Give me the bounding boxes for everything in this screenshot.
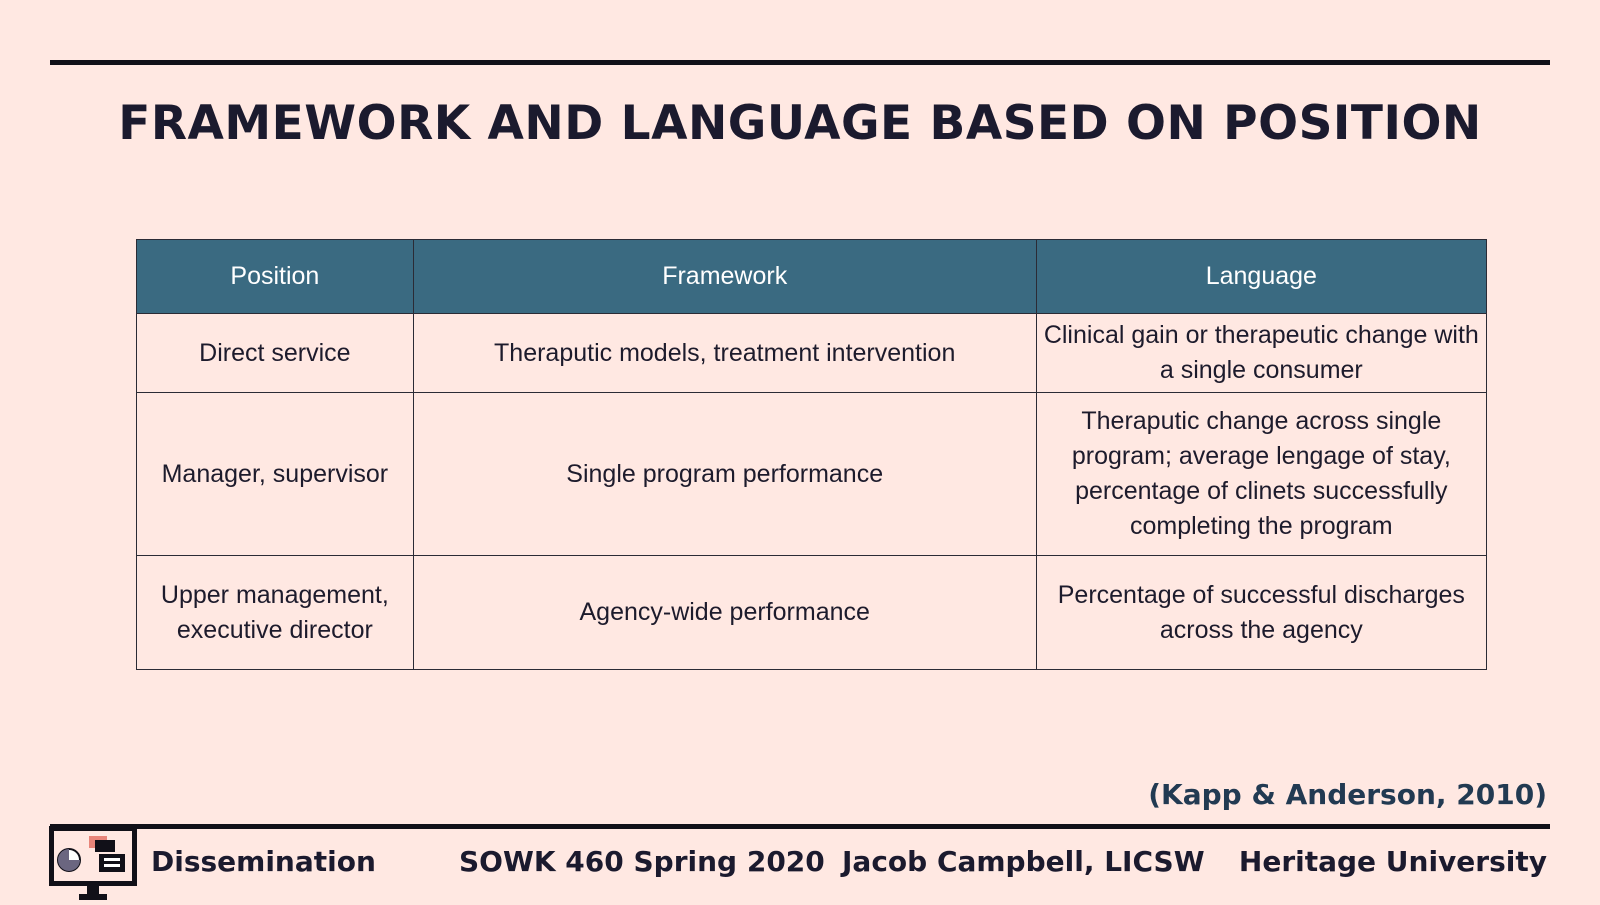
bottom-divider: [50, 824, 1550, 829]
slide-title: FRAMEWORK AND LANGUAGE BASED ON POSITION: [118, 96, 1482, 151]
cell-position: Upper management, executive director: [136, 555, 414, 670]
table-header-row: Position Framework Language: [136, 239, 1488, 314]
table-row: Upper management, executive director Age…: [136, 555, 1488, 670]
cell-position: Direct service: [136, 313, 414, 393]
cell-framework: Theraputic models, treatment interventio…: [412, 313, 1037, 393]
footer-university: Heritage University: [1238, 845, 1547, 878]
footer-section-title: Dissemination: [151, 845, 376, 878]
table-row: Direct service Theraputic models, treatm…: [136, 313, 1488, 393]
header-language: Language: [1035, 239, 1488, 314]
header-framework: Framework: [412, 239, 1037, 314]
cell-framework: Single program performance: [412, 392, 1037, 556]
cell-language: Percentage of successful discharges acro…: [1035, 555, 1488, 670]
cell-framework: Agency-wide performance: [412, 555, 1037, 670]
cell-language: Theraputic change across single program;…: [1035, 392, 1488, 556]
table-row: Manager, supervisor Single program perfo…: [136, 392, 1488, 556]
top-divider: [50, 60, 1550, 65]
footer-author: Jacob Campbell, LICSW: [842, 845, 1205, 878]
header-position: Position: [136, 239, 414, 314]
cell-language: Clinical gain or therapeutic change with…: [1035, 313, 1488, 393]
position-framework-table: Position Framework Language Direct servi…: [136, 239, 1488, 670]
citation: (Kapp & Anderson, 2010): [1148, 778, 1547, 811]
cell-position: Manager, supervisor: [136, 392, 414, 556]
footer-course: SOWK 460 Spring 2020: [459, 845, 825, 878]
presentation-monitor-icon: [49, 826, 137, 900]
